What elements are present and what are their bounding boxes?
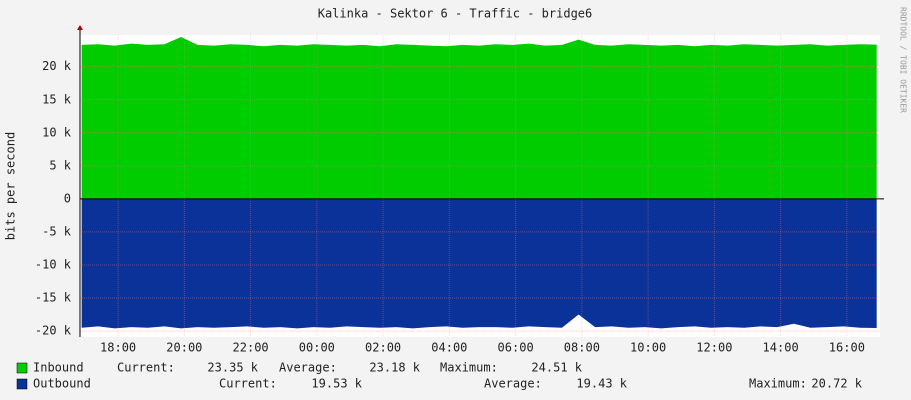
stat-value: 19.43 k: [576, 377, 627, 391]
area: [81, 36, 877, 199]
y-tick-label: -10 k: [35, 257, 72, 271]
stat-label: Maximum:: [749, 377, 807, 391]
stat-label: Maximum:: [440, 361, 498, 375]
stat-value: 19.53 k: [311, 377, 362, 391]
x-tick-label: 08:00: [564, 341, 600, 355]
x-tick-label: 02:00: [365, 341, 401, 355]
y-tick-label: -5 k: [42, 224, 72, 238]
y-tick-label: 0: [64, 191, 71, 205]
stat-value: 23.18 k: [369, 361, 420, 375]
y-tick-label: 5 k: [49, 158, 71, 172]
stat-label: Current:: [117, 361, 175, 375]
x-tick-label: 06:00: [498, 341, 534, 355]
legend-label: Inbound: [33, 361, 84, 375]
x-tick-label: 22:00: [233, 341, 269, 355]
y-tick-label: -15 k: [35, 291, 72, 305]
x-tick-label: 00:00: [299, 341, 335, 355]
y-axis-label: bits per second: [4, 132, 18, 240]
y-tick-label: 20 k: [42, 59, 72, 73]
stat-value: 23.35 k: [207, 361, 258, 375]
legend-swatch: [16, 362, 28, 374]
stat-value: 20.72 k: [811, 377, 862, 391]
axis-arrow: [77, 25, 83, 30]
legend-label: Outbound: [33, 377, 91, 391]
stat-value: 24.51 k: [531, 361, 582, 375]
stat-label: Average:: [484, 377, 542, 391]
x-tick-label: 18:00: [100, 341, 136, 355]
stat-label: Current:: [219, 377, 277, 391]
y-tick-label: 10 k: [42, 125, 72, 139]
x-tick-label: 16:00: [829, 341, 865, 355]
watermark: RRDTOOL / TOBI OETIKER: [899, 7, 908, 113]
x-tick-label: 14:00: [763, 341, 799, 355]
y-tick-label: -20 k: [35, 324, 72, 338]
x-tick-label: 12:00: [696, 341, 732, 355]
x-tick-label: 20:00: [166, 341, 202, 355]
chart-title: Kalinka - Sektor 6 - Traffic - bridge6: [318, 7, 593, 21]
x-tick-label: 04:00: [431, 341, 467, 355]
legend-swatch: [16, 378, 28, 390]
x-tick-label: 10:00: [630, 341, 666, 355]
y-tick-label: 15 k: [42, 92, 72, 106]
area: [81, 198, 877, 329]
stat-label: Average:: [279, 361, 337, 375]
